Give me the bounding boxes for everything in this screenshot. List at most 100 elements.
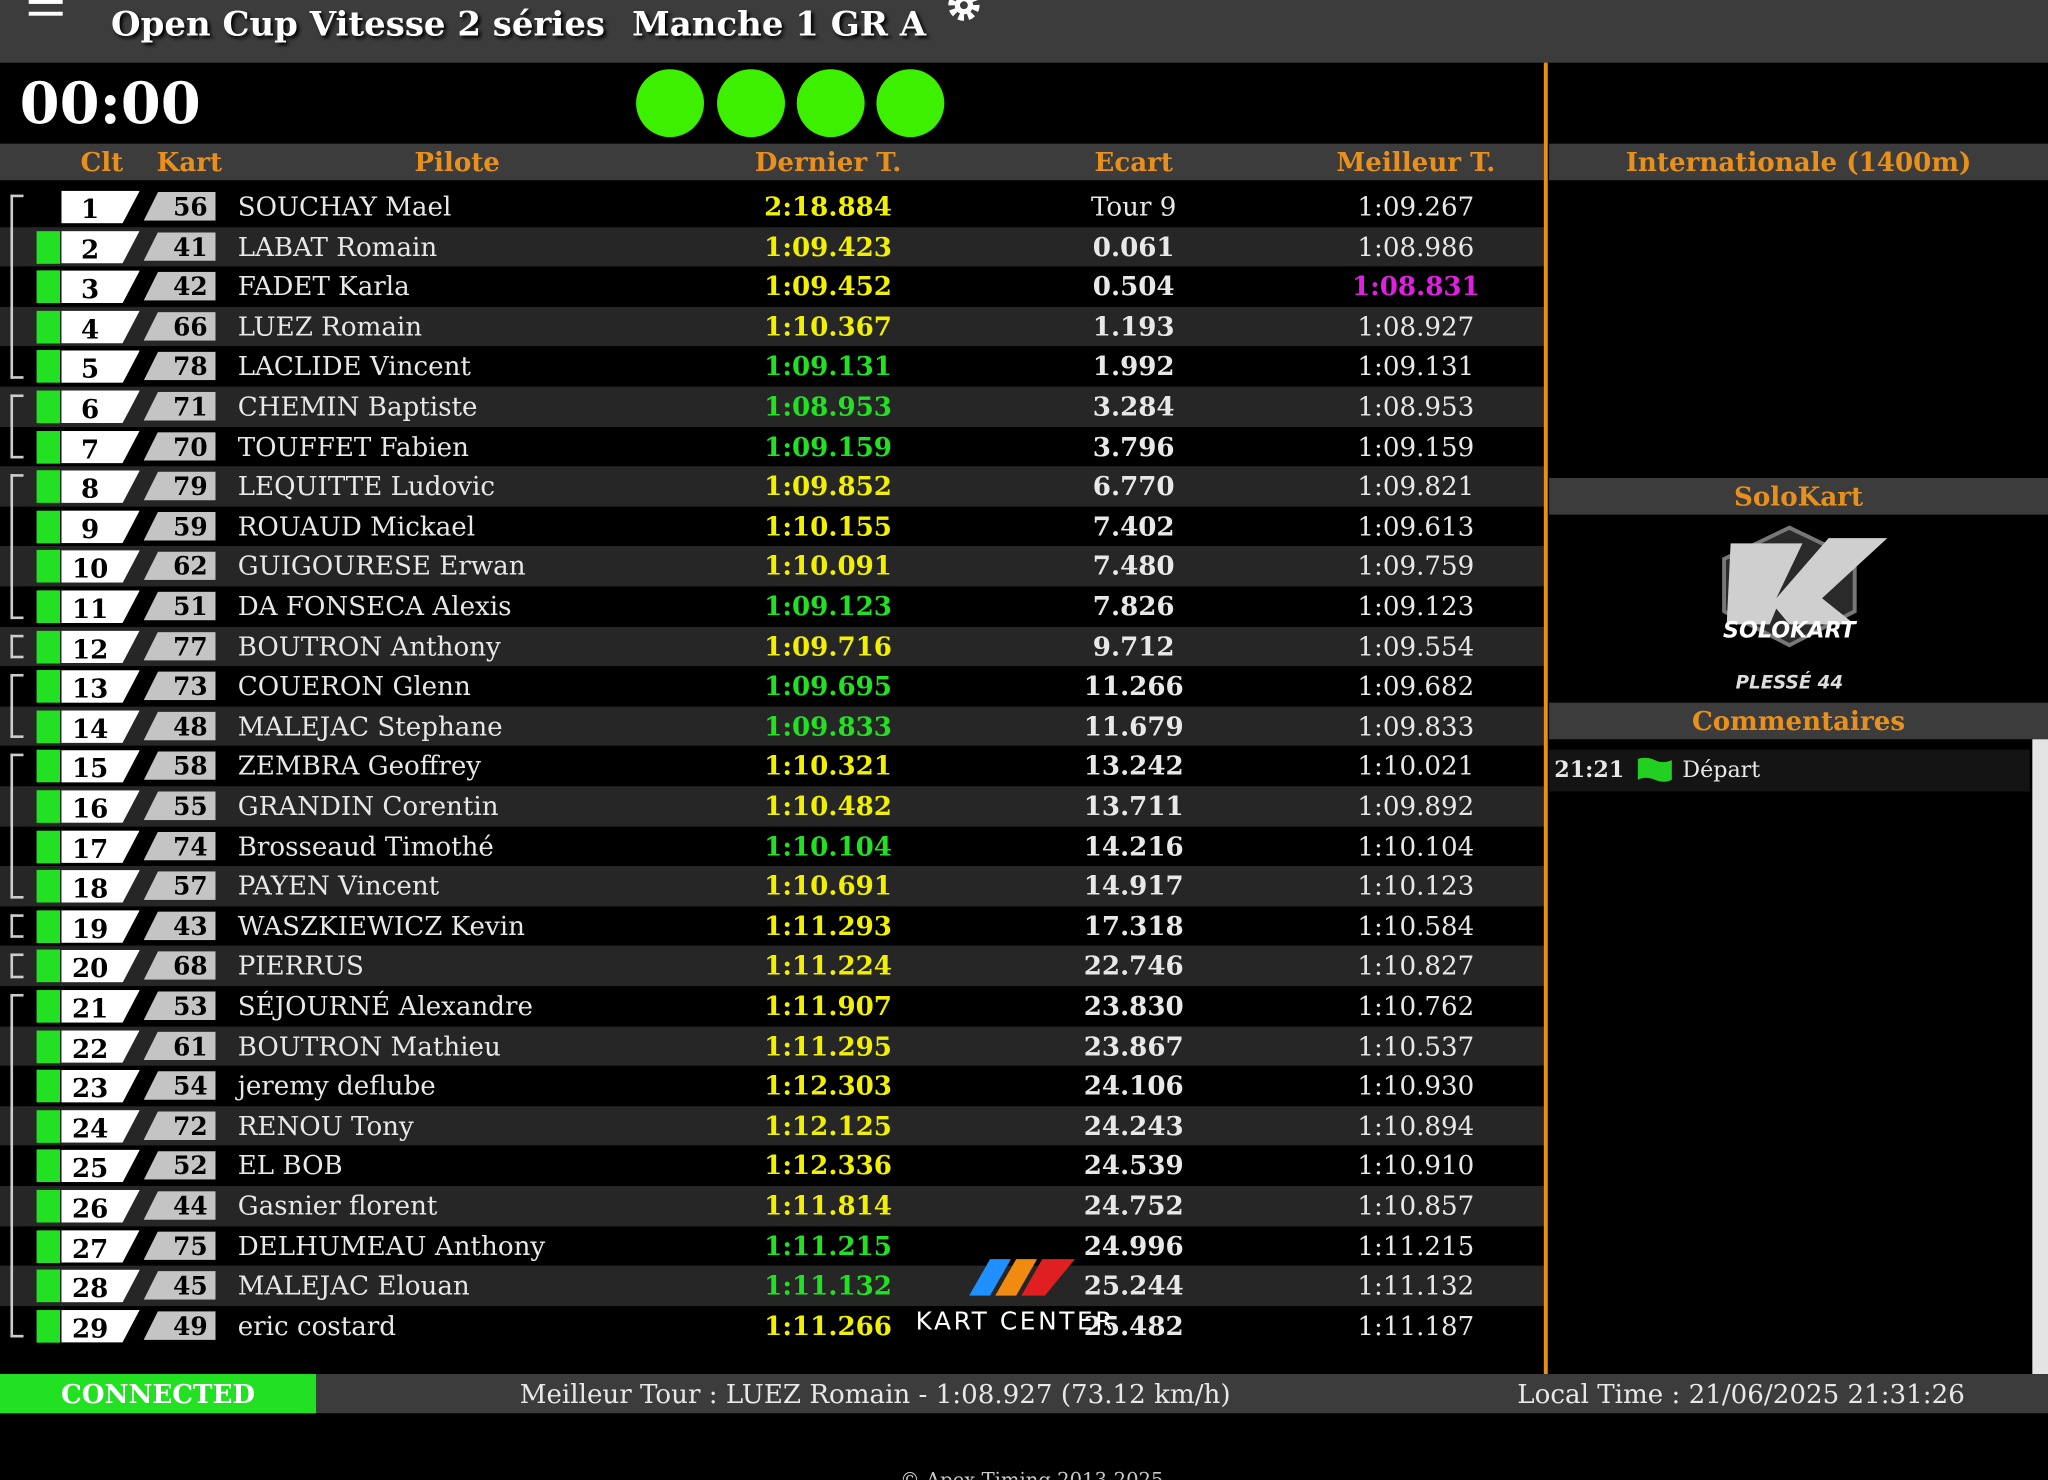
position-bar: [36, 270, 61, 304]
position: 18: [71, 872, 109, 905]
kart-box: 74: [143, 831, 216, 861]
gap: 14.917: [1083, 870, 1184, 902]
pilot: Brosseaud Timothé: [237, 830, 494, 862]
kart: 66: [173, 313, 208, 342]
gap: 24.996: [1083, 1229, 1184, 1262]
row-bg: [0, 346, 1544, 387]
position: 3: [81, 273, 100, 305]
row-bg: [0, 826, 1544, 867]
position-bar: [36, 670, 61, 703]
position: 22: [71, 1032, 109, 1064]
last-lap: 1:09.695: [764, 670, 892, 702]
comment-row: 21:21 Départ: [1549, 749, 2030, 792]
kart-box: 58: [143, 751, 216, 781]
kart: 49: [173, 1312, 208, 1342]
position: 14: [71, 712, 109, 745]
best-lap: 1:10.123: [1357, 870, 1475, 902]
row-bg: [0, 906, 1544, 947]
position-bar: [36, 710, 61, 743]
column-header: Pilote: [414, 146, 500, 178]
group-bracket: [10, 993, 24, 1338]
scrollbar[interactable]: [2032, 739, 2048, 1375]
best-lap: Meilleur Tour : LUEZ Romain - 1:08.927 (…: [519, 1377, 1231, 1410]
kart: 52: [173, 1152, 208, 1182]
position: 8: [81, 473, 100, 505]
copyright: © Apex Timing 2013-2025: [900, 1468, 1164, 1480]
last-lap: 1:08.953: [764, 390, 892, 422]
position: 26: [71, 1192, 109, 1224]
last-lap: 1:09.716: [764, 630, 892, 662]
gap: 7.402: [1092, 510, 1175, 542]
kart-box: 72: [143, 1111, 216, 1142]
best-lap: 1:10.537: [1357, 1029, 1475, 1062]
best-lap: 1:10.910: [1357, 1149, 1475, 1182]
kart-box: 66: [143, 311, 216, 342]
position-bar: [36, 870, 61, 903]
pilot: RENOU Tony: [237, 1109, 414, 1142]
last-lap: 1:09.131: [764, 350, 892, 382]
position-bar: [36, 390, 61, 424]
gap: 7.480: [1092, 550, 1175, 582]
title: Open Cup Vitesse 2 séries: [111, 5, 606, 45]
position-bar: [36, 1269, 61, 1303]
last-lap: 2:18.884: [764, 190, 892, 223]
position-box: 2: [61, 230, 140, 264]
position: 7: [81, 433, 100, 465]
group-bracket: [10, 754, 24, 899]
position-box: 13: [61, 670, 140, 703]
kart-box: 78: [143, 351, 216, 381]
logo-place: PLESSÉ 44: [1736, 671, 1843, 693]
best-lap: 1:08.927: [1357, 310, 1475, 342]
gap: 3.284: [1092, 390, 1175, 422]
settings-button[interactable]: [946, 0, 983, 24]
gap: 24.106: [1083, 1069, 1184, 1102]
gap: 7.826: [1092, 590, 1175, 622]
last-lap: 1:11.293: [764, 910, 892, 942]
row-bg: [0, 706, 1544, 747]
gap: 24.539: [1083, 1149, 1184, 1182]
position-bar: [36, 590, 61, 624]
position-bar: [36, 1229, 61, 1263]
last-lap: 1:11.295: [764, 1029, 892, 1062]
kart: 72: [173, 1112, 208, 1142]
kart-box: 42: [143, 271, 216, 301]
position: 21: [71, 992, 109, 1024]
kart-box: 79: [143, 471, 216, 501]
best-lap: 1:10.894: [1357, 1109, 1475, 1142]
pilot: TOUFFET Fabien: [237, 430, 469, 462]
pilot: DA FONSECA Alexis: [237, 590, 512, 622]
group-bracket: [10, 474, 24, 619]
row-bg: [0, 466, 1544, 507]
row-bg: [0, 1145, 1544, 1186]
column-header: Kart: [156, 146, 223, 178]
position: 24: [71, 1112, 109, 1144]
kart-box: 62: [143, 551, 216, 581]
gap: 11.266: [1083, 670, 1184, 702]
last-lap: 1:09.423: [764, 230, 892, 262]
position: 25: [71, 1152, 109, 1184]
gap: 1.193: [1092, 310, 1175, 342]
row-bg: [0, 546, 1544, 587]
kart: 51: [173, 592, 208, 622]
row-bg: [0, 746, 1544, 787]
top-bar: [0, 0, 2048, 63]
best-lap: 1:08.831: [1351, 270, 1480, 302]
row-bg: [0, 1305, 1544, 1346]
gap: 17.318: [1083, 910, 1184, 942]
best-lap: 1:10.104: [1357, 830, 1475, 862]
position: 28: [71, 1272, 109, 1304]
last-lap: 1:09.159: [764, 430, 892, 462]
pilot: LABAT Romain: [237, 230, 438, 262]
kart: 43: [173, 912, 208, 942]
menu-button[interactable]: [28, 0, 63, 16]
position-bar: [36, 950, 61, 983]
gap: 0.061: [1092, 230, 1175, 262]
comment-text: Départ: [1682, 757, 1761, 784]
position-bar: [36, 1149, 61, 1183]
position: 13: [71, 672, 109, 705]
start-lights: [636, 69, 945, 138]
group-bracket: [10, 194, 24, 379]
position: 17: [71, 832, 109, 865]
best-lap: 1:09.267: [1357, 190, 1475, 223]
column-header: Clt: [80, 146, 124, 178]
